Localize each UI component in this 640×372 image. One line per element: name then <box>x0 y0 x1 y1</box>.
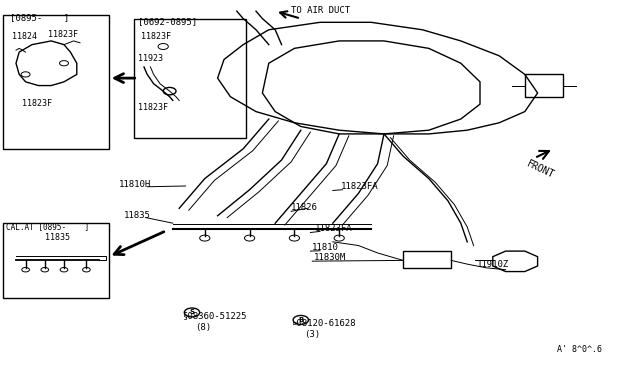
Text: 11835: 11835 <box>124 211 150 219</box>
Text: 11835: 11835 <box>45 233 70 242</box>
Text: 11823F: 11823F <box>138 103 168 112</box>
Bar <box>3 223 109 298</box>
Bar <box>403 251 451 268</box>
Text: §08360-51225: §08360-51225 <box>182 311 247 320</box>
Bar <box>3 15 109 149</box>
Text: 11823F: 11823F <box>141 32 171 41</box>
Text: A' 8^0^.6: A' 8^0^.6 <box>557 344 602 353</box>
Text: 11826: 11826 <box>291 203 318 212</box>
Text: 11810H: 11810H <box>118 180 150 189</box>
Text: [0692-0895]: [0692-0895] <box>138 17 196 26</box>
Text: TO AIR DUCT: TO AIR DUCT <box>291 6 350 15</box>
Text: S: S <box>189 310 195 315</box>
Text: (8): (8) <box>195 323 211 332</box>
Bar <box>134 19 246 138</box>
Text: 11823F: 11823F <box>48 30 78 39</box>
Text: (3): (3) <box>304 330 320 339</box>
Text: [0895-    ]: [0895- ] <box>10 13 68 22</box>
Text: ¤08120-61628: ¤08120-61628 <box>291 318 356 327</box>
Text: 11910Z: 11910Z <box>477 260 509 269</box>
Text: 11923: 11923 <box>138 54 163 63</box>
Text: B: B <box>298 317 303 323</box>
Text: CAL.AT [0895-    ]: CAL.AT [0895- ] <box>6 222 90 231</box>
Text: 11823F: 11823F <box>22 99 52 108</box>
Text: 11830M: 11830M <box>314 253 346 262</box>
Bar <box>525 74 563 97</box>
Text: 11810: 11810 <box>312 243 339 252</box>
Text: 11823FA: 11823FA <box>315 224 353 233</box>
Text: 11823FA: 11823FA <box>341 182 379 191</box>
Text: 11824: 11824 <box>12 32 36 41</box>
Text: FRONT: FRONT <box>525 159 556 181</box>
